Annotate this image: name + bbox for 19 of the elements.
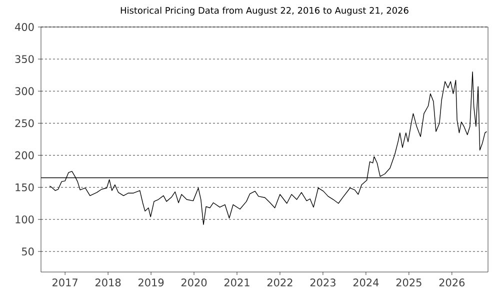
- y-tick-label: 200: [15, 151, 34, 160]
- y-tick-label: 50: [22, 248, 34, 256]
- y-tick-label: 350: [15, 55, 34, 64]
- x-tick-label: 2017: [52, 278, 78, 286]
- chart-title: Historical Pricing Data from August 22, 2016 to August 21, 2026: [120, 6, 408, 16]
- x-tick-label: 2021: [224, 278, 250, 286]
- x-tick-label: 2023: [310, 278, 336, 286]
- y-tick-label: 250: [15, 119, 34, 128]
- y-tick-label: 300: [15, 87, 34, 96]
- x-tick-label: 2026: [439, 278, 465, 286]
- y-tick-label: 150: [16, 183, 34, 192]
- y-tick-label: 100: [16, 215, 34, 224]
- x-tick-label: 2020: [181, 278, 207, 286]
- x-tick-label: 2019: [138, 278, 164, 286]
- x-tick-label: 2024: [353, 278, 379, 286]
- x-tick-label: 2018: [96, 278, 121, 286]
- x-tick-label: 2025: [396, 278, 422, 286]
- y-tick-label: 400: [15, 23, 34, 31]
- x-tick-label: 2022: [267, 278, 292, 286]
